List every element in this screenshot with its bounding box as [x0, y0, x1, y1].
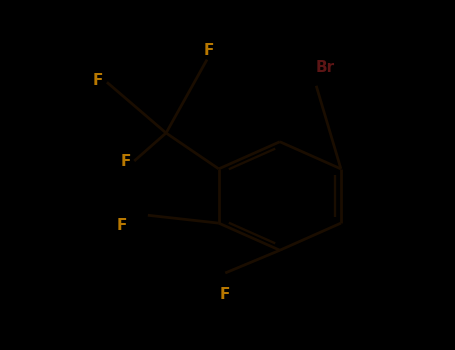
- Text: F: F: [117, 218, 127, 233]
- Text: F: F: [93, 73, 103, 88]
- Text: F: F: [120, 154, 131, 168]
- Text: F: F: [220, 287, 230, 302]
- Text: Br: Br: [316, 60, 335, 75]
- Text: F: F: [204, 43, 214, 58]
